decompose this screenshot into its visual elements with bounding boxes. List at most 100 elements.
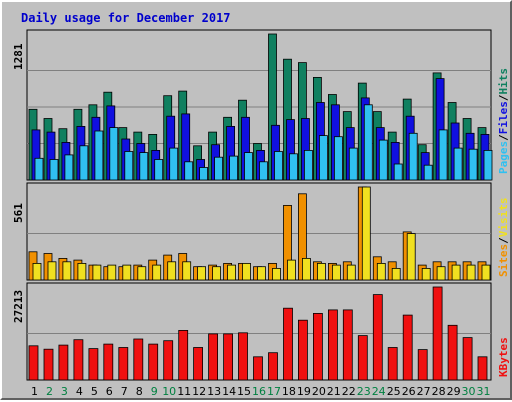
bar-kbytes-day-20 <box>312 312 323 381</box>
bar-pages-day-3 <box>64 154 74 181</box>
legend-hits: Hits <box>497 68 510 95</box>
x-tick-label-day-18: 18 <box>282 385 296 398</box>
legend-sites: Sites <box>497 244 510 277</box>
bar-pages-day-1 <box>34 157 44 181</box>
panel-visits-ymax-label: 561 <box>12 203 25 223</box>
x-tick-label-day-25: 25 <box>387 385 401 398</box>
x-tick-label-day-27: 27 <box>417 385 431 398</box>
bar-kbytes-day-22 <box>342 309 353 381</box>
panel-kbytes <box>26 282 492 381</box>
svg-text:Sites/Visits: Sites/Visits <box>497 198 510 278</box>
bar-kbytes-day-13 <box>208 333 219 381</box>
bar-sites-day-27 <box>421 267 431 281</box>
bar-sites-day-10 <box>167 261 177 281</box>
x-tick-label-day-30: 30 <box>462 385 476 398</box>
bar-pages-day-29 <box>453 147 463 181</box>
x-tick-label-day-24: 24 <box>372 385 386 398</box>
x-tick-label-day-20: 20 <box>312 385 326 398</box>
bar-sites-day-15 <box>242 262 251 281</box>
x-tick-label-day-4: 4 <box>76 385 83 398</box>
x-tick-label-day-12: 12 <box>192 385 206 398</box>
legend-pages: Pages <box>497 141 510 174</box>
bar-kbytes-day-27 <box>417 349 428 381</box>
bar-kbytes-day-25 <box>387 347 398 381</box>
bar-sites-day-26 <box>406 233 416 281</box>
x-tick-label-day-22: 22 <box>342 385 356 398</box>
bar-sites-day-18 <box>287 259 296 281</box>
x-tick-label-day-29: 29 <box>447 385 461 398</box>
bar-kbytes-day-30 <box>462 337 473 381</box>
bar-kbytes-day-31 <box>477 356 488 381</box>
panel-hits-ymax-label: 1281 <box>12 43 25 70</box>
x-tick-label-day-16: 16 <box>252 385 266 398</box>
legend-kbytes-label: KBytes <box>497 337 510 377</box>
bar-sites-day-23 <box>361 186 371 281</box>
bar-sites-day-31 <box>481 264 491 281</box>
bar-kbytes-day-3 <box>58 344 69 381</box>
x-tick-label-day-8: 8 <box>136 385 143 398</box>
bar-kbytes-day-7 <box>118 347 129 381</box>
x-tick-label-day-2: 2 <box>46 385 53 398</box>
bar-sites-day-9 <box>152 264 162 281</box>
bar-kbytes-day-23 <box>357 335 368 381</box>
panel-kbytes-ymax-label: 27213 <box>12 290 25 323</box>
bar-kbytes-day-8 <box>133 338 144 381</box>
bar-sites-day-14 <box>227 264 237 281</box>
bar-kbytes-day-29 <box>447 324 458 381</box>
bar-kbytes-day-9 <box>148 343 159 381</box>
svg-text:Pages/Files/Hits: Pages/Files/Hits <box>497 68 510 174</box>
bar-sites-day-2 <box>47 261 57 281</box>
bar-kbytes-day-19 <box>297 319 308 381</box>
bar-kbytes-day-28 <box>432 286 443 381</box>
bar-sites-day-29 <box>451 264 461 281</box>
bar-pages-day-24 <box>378 139 388 181</box>
x-tick-label-day-13: 13 <box>207 385 221 398</box>
bar-sites-day-21 <box>331 264 341 281</box>
panel-visits-sites <box>26 182 492 281</box>
bar-kbytes-day-6 <box>103 343 114 381</box>
bar-sites-day-5 <box>92 264 102 281</box>
bar-sites-day-25 <box>391 267 401 281</box>
bar-sites-day-8 <box>137 266 147 281</box>
bar-sites-day-13 <box>212 266 222 281</box>
bar-sites-day-6 <box>107 264 117 281</box>
bar-pages-day-27 <box>423 164 433 181</box>
x-tick-label-day-6: 6 <box>106 385 113 398</box>
bar-sites-day-7 <box>122 264 132 281</box>
bar-kbytes-day-17 <box>268 352 278 381</box>
bar-kbytes-day-10 <box>163 340 174 381</box>
bar-pages-day-9 <box>154 159 164 181</box>
bar-sites-day-24 <box>376 262 386 281</box>
bar-pages-day-15 <box>244 152 253 181</box>
legend-kbytes: KBytes <box>497 337 510 377</box>
bar-pages-day-2 <box>49 159 59 181</box>
bar-kbytes-day-15 <box>238 332 248 381</box>
bar-pages-day-17 <box>274 151 283 181</box>
bar-pages-day-12 <box>199 167 209 181</box>
bar-pages-day-10 <box>169 147 179 181</box>
x-tick-label-day-5: 5 <box>91 385 98 398</box>
bar-pages-day-28 <box>438 129 448 181</box>
legend-separator: / <box>497 134 510 141</box>
bar-kbytes-day-2 <box>43 348 54 381</box>
legend-visits: Visits <box>497 198 510 238</box>
bar-pages-day-11 <box>184 161 194 181</box>
bar-pages-day-22 <box>348 147 358 181</box>
bar-sites-day-3 <box>62 261 72 281</box>
bar-pages-day-16 <box>259 161 268 181</box>
bar-pages-day-5 <box>94 130 104 181</box>
x-tick-label-day-17: 17 <box>267 385 281 398</box>
chart-panels <box>26 29 493 381</box>
x-tick-label-day-7: 7 <box>121 385 128 398</box>
bar-pages-day-19 <box>303 149 313 181</box>
bar-kbytes-day-1 <box>28 345 39 381</box>
bar-pages-day-21 <box>333 136 343 181</box>
x-tick-label-day-10: 10 <box>162 385 176 398</box>
bar-kbytes-day-12 <box>193 347 204 381</box>
x-tick-label-day-23: 23 <box>357 385 371 398</box>
bar-pages-day-25 <box>393 163 403 181</box>
bar-kbytes-day-14 <box>223 333 234 381</box>
bar-pages-day-8 <box>139 152 149 181</box>
legend-hits-files-pages: Pages/Files/Hits <box>497 68 510 174</box>
bar-sites-day-30 <box>466 264 476 281</box>
